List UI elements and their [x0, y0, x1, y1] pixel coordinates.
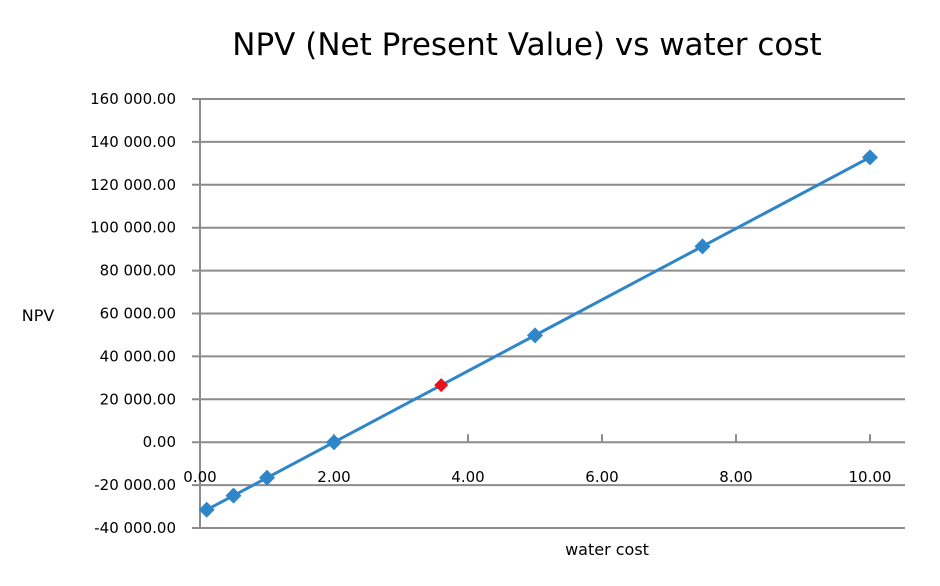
y-tick-label: -40 000.00: [94, 519, 176, 537]
data-point: [862, 149, 878, 166]
y-tick-label: 140 000.00: [90, 133, 176, 151]
y-tick-label: 160 000.00: [90, 90, 176, 108]
x-axis-label: water cost: [565, 540, 649, 559]
highlight-point: [434, 378, 449, 393]
x-tick-label: 8.00: [719, 468, 752, 486]
x-tick-label: 0.00: [183, 468, 216, 486]
data-point: [527, 327, 543, 344]
x-tick-label: 10.00: [849, 468, 892, 486]
chart-title: NPV (Net Present Value) vs water cost: [232, 27, 821, 63]
y-tick-label: 20 000.00: [100, 390, 176, 408]
data-point: [694, 238, 711, 255]
data-point: [259, 469, 275, 486]
data-point: [225, 487, 242, 504]
x-tick-label: 2.00: [317, 468, 350, 486]
data-point: [326, 434, 342, 451]
y-tick-label: 80 000.00: [100, 262, 176, 280]
y-axis-label: NPV: [22, 306, 55, 325]
y-tick-label: 0.00: [143, 433, 176, 451]
y-tick-label: 100 000.00: [90, 219, 176, 237]
x-tick-label: 6.00: [585, 468, 618, 486]
y-tick-label: 120 000.00: [90, 176, 176, 194]
data-point: [198, 501, 215, 518]
y-tick-label: 60 000.00: [100, 305, 176, 323]
x-tick-label: 4.00: [451, 468, 484, 486]
y-tick-label: 40 000.00: [100, 347, 176, 365]
y-tick-label: -20 000.00: [94, 476, 176, 494]
